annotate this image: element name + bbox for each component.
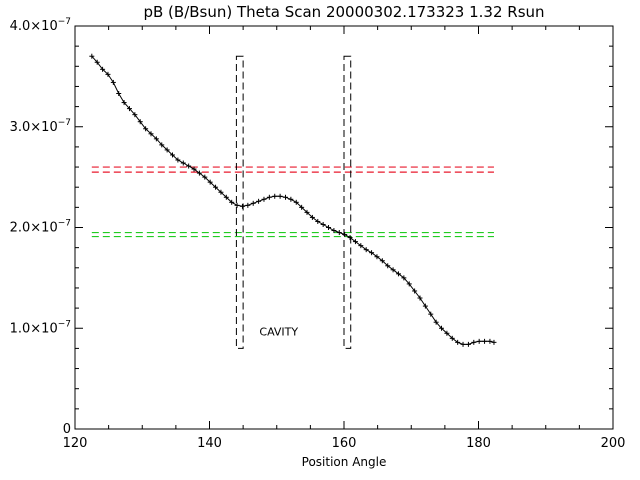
- data-point: [342, 232, 348, 238]
- data-point: [293, 199, 299, 205]
- y-tick-label: 0: [63, 422, 71, 437]
- data-point: [336, 230, 342, 236]
- data-point: [455, 339, 461, 345]
- annotation-label: CAVITY: [259, 325, 298, 338]
- chart-title: pB (B/Bsun) Theta Scan 20000302.173323 1…: [143, 3, 544, 21]
- data-point: [326, 225, 332, 230]
- data-point: [105, 71, 111, 77]
- data-point: [126, 106, 132, 112]
- data-point: [315, 218, 321, 224]
- data-point: [385, 263, 391, 269]
- y-tick-label: 1.0×10−7: [10, 319, 71, 336]
- data-point: [180, 160, 186, 166]
- data-point: [282, 194, 288, 200]
- data-point: [363, 247, 369, 253]
- data-point: [379, 258, 385, 264]
- x-tick-label: 180: [466, 436, 491, 451]
- data-point: [331, 228, 337, 234]
- reference-lines: [91, 166, 494, 238]
- y-axis-ticks: 0 1.0×10−7 2.0×10−7 3.0×10−7 4.0×10−7: [10, 17, 613, 437]
- data-point: [401, 275, 407, 281]
- data-point: [309, 214, 315, 220]
- data-point: [428, 311, 434, 317]
- data-point: [299, 204, 305, 210]
- data-point: [191, 166, 197, 172]
- data-point: [121, 100, 127, 106]
- dashed-box: [343, 55, 352, 349]
- data-point: [239, 203, 245, 209]
- x-tick-label: 200: [601, 436, 626, 451]
- data-point: [100, 66, 106, 72]
- data-point: [137, 119, 143, 125]
- data-point: [213, 184, 219, 190]
- dashed-box: [235, 55, 244, 349]
- data-point: [186, 163, 192, 169]
- y-tick-label: 2.0×10−7: [10, 219, 71, 236]
- highlight-boxes: [235, 55, 352, 349]
- x-tick-label: 160: [332, 436, 357, 451]
- data-point: [159, 142, 165, 148]
- data-point: [245, 202, 251, 208]
- data-point: [352, 239, 358, 245]
- data-point: [132, 112, 138, 118]
- data-point: [422, 303, 428, 309]
- data-point: [288, 196, 294, 202]
- series-layer: [89, 53, 497, 347]
- data-point: [234, 202, 240, 208]
- data-point: [218, 189, 224, 195]
- data-point: [487, 338, 493, 344]
- data-point: [347, 235, 353, 241]
- data-point: [223, 194, 229, 200]
- y-tick-label: 4.0×10−7: [10, 17, 71, 34]
- data-point: [196, 170, 202, 176]
- data-point: [110, 79, 116, 85]
- data-point: [256, 198, 262, 204]
- data-point: [89, 53, 95, 59]
- data-point: [476, 338, 482, 344]
- data-point: [374, 254, 380, 260]
- data-point: [439, 325, 445, 331]
- data-point: [229, 199, 235, 205]
- data-point: [277, 193, 283, 199]
- annotations-layer: CAVITY: [259, 325, 298, 338]
- data-point: [143, 126, 149, 132]
- data-point: [406, 281, 412, 287]
- data-point: [250, 200, 256, 206]
- data-point: [358, 243, 364, 249]
- data-point: [433, 319, 439, 325]
- data-point: [417, 295, 423, 301]
- data-point: [320, 221, 326, 227]
- data-point: [412, 288, 418, 294]
- x-tick-label: 120: [63, 436, 88, 451]
- data-point: [116, 91, 122, 97]
- data-point: [170, 152, 176, 158]
- data-point: [482, 338, 488, 344]
- data-point: [266, 194, 272, 200]
- x-axis-label: Position Angle: [302, 455, 387, 469]
- data-point: [444, 330, 450, 336]
- data-point: [390, 267, 396, 273]
- data-point: [261, 196, 267, 202]
- x-tick-label: 140: [197, 436, 222, 451]
- series-line: [91, 55, 495, 345]
- x-axis-ticks: 120 140 160 180 200: [63, 26, 626, 451]
- data-point: [471, 339, 477, 345]
- data-point: [175, 157, 181, 163]
- data-point: [153, 136, 159, 142]
- data-point: [395, 271, 401, 277]
- data-point: [148, 131, 154, 137]
- data-point: [272, 193, 278, 199]
- data-point: [202, 174, 208, 180]
- data-point: [164, 147, 170, 153]
- data-point: [207, 179, 213, 185]
- data-point: [465, 341, 471, 347]
- data-point: [94, 59, 100, 65]
- data-point: [460, 341, 466, 347]
- data-point: [369, 250, 375, 256]
- data-point: [449, 335, 455, 341]
- y-tick-label: 3.0×10−7: [10, 118, 71, 135]
- data-point: [304, 209, 310, 215]
- data-point: [491, 339, 497, 345]
